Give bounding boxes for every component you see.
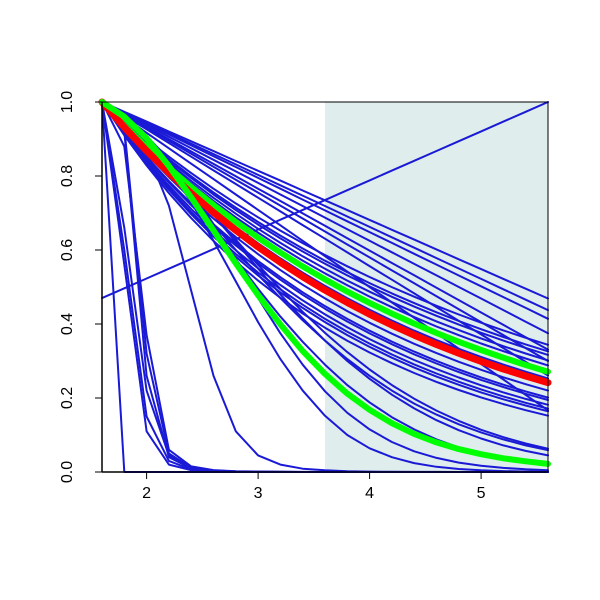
series-line-9 <box>101 101 549 346</box>
y-tick-label: 0.2 <box>59 387 76 409</box>
series-line-21 <box>101 101 549 410</box>
y-tick-label: 0.0 <box>59 461 76 483</box>
x-tick-label: 2 <box>142 485 151 502</box>
series-line-18 <box>101 101 549 406</box>
series-line-3 <box>101 101 549 320</box>
y-tick-label: 0.8 <box>59 165 76 187</box>
y-tick-label: 0.6 <box>59 239 76 261</box>
x-tick-label: 4 <box>365 485 374 502</box>
x-axis: 2 3 4 5 <box>102 471 548 502</box>
y-tick-label: 1.0 <box>59 91 76 113</box>
series-line-17 <box>101 101 549 399</box>
series-line-19 <box>101 101 549 413</box>
series-line-24 <box>101 101 549 450</box>
series-line-37 <box>101 101 549 300</box>
x-tick-label: 5 <box>477 485 486 502</box>
series-line-7 <box>101 101 549 362</box>
series-line-5 <box>101 101 549 312</box>
series-line-6 <box>101 101 549 335</box>
series-line-20 <box>101 101 549 417</box>
y-axis: 0.0 0.2 0.4 0.6 0.8 1.0 <box>59 91 103 483</box>
series-line-22 <box>101 101 549 401</box>
x-tick-label: 3 <box>254 485 263 502</box>
series-line-10 <box>101 101 549 353</box>
series-line-11 <box>101 101 549 356</box>
series-line-1 <box>101 101 549 351</box>
series-line-40 <box>99 99 551 467</box>
y-tick-label: 0.4 <box>59 313 76 335</box>
